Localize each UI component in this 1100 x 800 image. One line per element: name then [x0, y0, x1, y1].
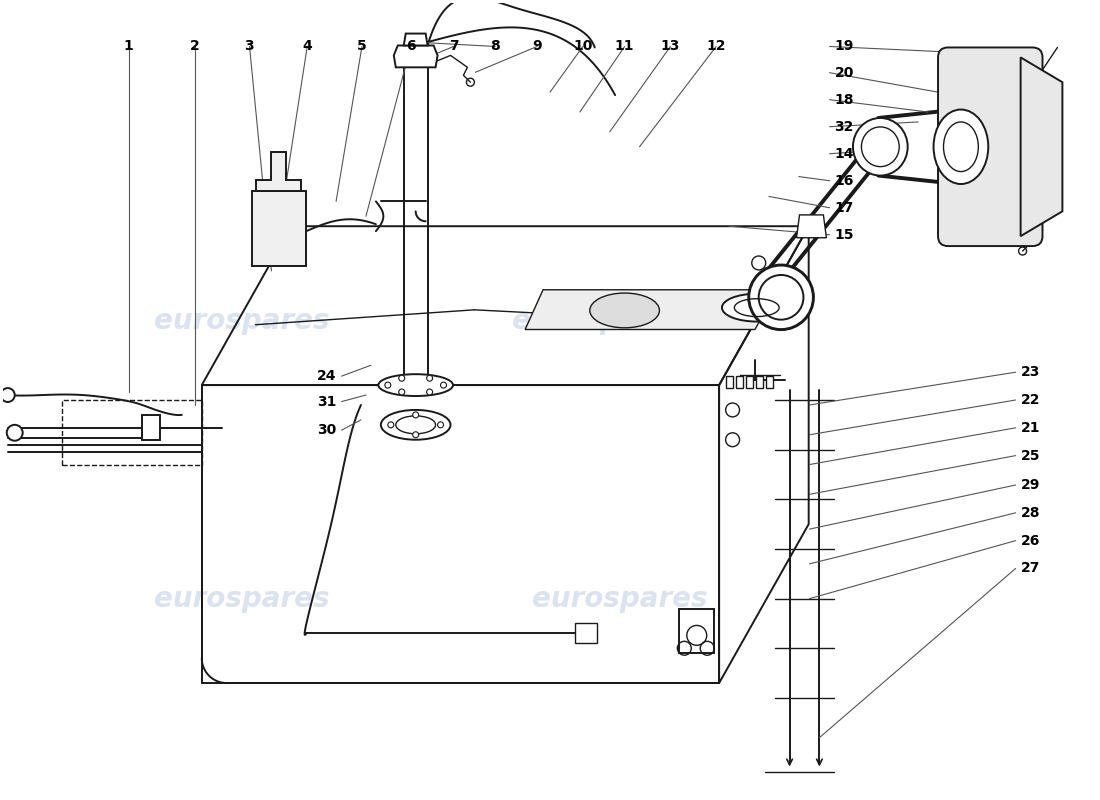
- Text: 1: 1: [124, 39, 133, 54]
- Text: 14: 14: [835, 146, 854, 161]
- Circle shape: [427, 389, 432, 395]
- Circle shape: [399, 389, 405, 395]
- Bar: [756, 376, 763, 388]
- Circle shape: [751, 256, 766, 270]
- Bar: [766, 376, 773, 388]
- Text: eurospares: eurospares: [512, 306, 688, 334]
- Circle shape: [427, 375, 432, 382]
- Bar: [252, 191, 306, 266]
- Text: eurospares: eurospares: [154, 585, 329, 613]
- Text: 16: 16: [835, 174, 854, 188]
- Bar: [63, 400, 201, 465]
- FancyBboxPatch shape: [938, 47, 1043, 246]
- Text: 30: 30: [317, 423, 337, 437]
- Text: 27: 27: [1021, 562, 1040, 575]
- Bar: [680, 609, 714, 654]
- Ellipse shape: [852, 118, 907, 175]
- Text: 19: 19: [835, 39, 854, 54]
- Ellipse shape: [749, 265, 813, 330]
- Text: 13: 13: [661, 39, 680, 54]
- Polygon shape: [404, 34, 428, 46]
- Text: 17: 17: [835, 201, 854, 214]
- Text: 28: 28: [1021, 506, 1041, 520]
- Bar: [142, 415, 160, 440]
- Circle shape: [7, 425, 23, 441]
- Circle shape: [385, 382, 390, 388]
- Text: eurospares: eurospares: [532, 585, 707, 613]
- Circle shape: [388, 422, 394, 428]
- Ellipse shape: [590, 293, 659, 328]
- Text: 7: 7: [449, 39, 459, 54]
- Text: 32: 32: [835, 120, 854, 134]
- Ellipse shape: [378, 374, 453, 396]
- Circle shape: [438, 422, 443, 428]
- Text: 18: 18: [835, 93, 854, 106]
- Text: 3: 3: [244, 39, 254, 54]
- Polygon shape: [796, 215, 826, 238]
- Circle shape: [412, 432, 419, 438]
- Text: 20: 20: [835, 66, 854, 80]
- Text: 23: 23: [1021, 365, 1040, 379]
- Bar: [736, 376, 744, 388]
- Circle shape: [399, 375, 405, 382]
- Text: 9: 9: [532, 39, 541, 54]
- Polygon shape: [394, 46, 438, 67]
- Text: 4: 4: [302, 39, 312, 54]
- Ellipse shape: [381, 410, 451, 440]
- Text: eurospares: eurospares: [154, 306, 329, 334]
- Bar: [746, 376, 754, 388]
- Polygon shape: [1021, 58, 1063, 236]
- Polygon shape: [256, 152, 301, 191]
- Bar: [726, 376, 734, 388]
- Text: 24: 24: [317, 369, 337, 383]
- Text: 8: 8: [491, 39, 501, 54]
- Text: 25: 25: [1021, 449, 1041, 462]
- Text: 12: 12: [706, 39, 726, 54]
- Text: 21: 21: [1021, 421, 1041, 435]
- Text: 31: 31: [317, 394, 337, 409]
- Circle shape: [441, 382, 447, 388]
- Circle shape: [726, 433, 739, 446]
- Ellipse shape: [722, 294, 792, 322]
- Circle shape: [412, 412, 419, 418]
- Text: 22: 22: [1021, 393, 1041, 407]
- Polygon shape: [525, 290, 778, 330]
- Text: 5: 5: [356, 39, 366, 54]
- Circle shape: [726, 403, 739, 417]
- Circle shape: [1, 388, 14, 402]
- Text: 26: 26: [1021, 534, 1040, 548]
- Text: 2: 2: [189, 39, 199, 54]
- Text: 29: 29: [1021, 478, 1040, 492]
- Bar: [575, 623, 597, 643]
- Text: 15: 15: [835, 228, 854, 242]
- Text: 10: 10: [573, 39, 593, 54]
- Text: 6: 6: [406, 39, 416, 54]
- Ellipse shape: [934, 110, 988, 184]
- Text: 11: 11: [615, 39, 635, 54]
